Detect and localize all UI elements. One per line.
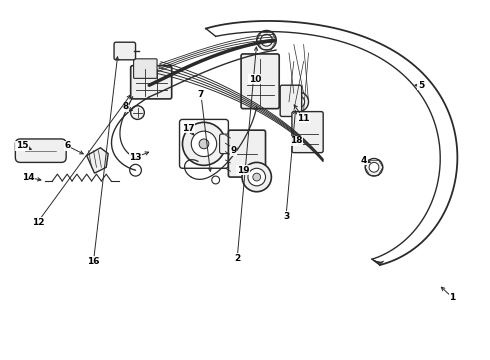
Text: 17: 17 — [182, 124, 195, 133]
Polygon shape — [87, 148, 108, 173]
Circle shape — [289, 92, 309, 112]
Circle shape — [130, 165, 142, 176]
Text: 7: 7 — [198, 90, 204, 99]
Text: 6: 6 — [64, 141, 70, 150]
Text: 3: 3 — [283, 212, 289, 221]
Text: 14: 14 — [22, 172, 34, 181]
Circle shape — [212, 176, 220, 184]
Circle shape — [191, 131, 217, 157]
FancyBboxPatch shape — [220, 134, 233, 154]
Circle shape — [182, 122, 225, 165]
FancyBboxPatch shape — [241, 54, 279, 109]
FancyBboxPatch shape — [15, 139, 66, 162]
Circle shape — [143, 84, 156, 98]
Circle shape — [369, 162, 379, 172]
Text: 4: 4 — [361, 156, 368, 165]
FancyBboxPatch shape — [131, 66, 172, 99]
Circle shape — [293, 96, 305, 108]
Text: 15: 15 — [16, 141, 28, 150]
Text: 5: 5 — [418, 81, 424, 90]
Circle shape — [365, 158, 383, 176]
Circle shape — [199, 139, 209, 149]
Text: 10: 10 — [248, 75, 261, 84]
FancyBboxPatch shape — [134, 59, 157, 78]
Text: 12: 12 — [31, 217, 44, 226]
Circle shape — [131, 106, 145, 120]
Text: 19: 19 — [237, 166, 249, 175]
Circle shape — [248, 168, 266, 186]
Text: 8: 8 — [122, 102, 129, 111]
FancyBboxPatch shape — [292, 112, 323, 153]
FancyBboxPatch shape — [280, 85, 302, 117]
Text: 13: 13 — [129, 153, 142, 162]
Text: 2: 2 — [234, 254, 240, 263]
Circle shape — [253, 173, 261, 181]
FancyBboxPatch shape — [114, 42, 136, 60]
Circle shape — [261, 35, 272, 46]
Circle shape — [242, 162, 271, 192]
Text: 16: 16 — [87, 257, 100, 266]
Text: 18: 18 — [290, 136, 302, 145]
Text: 9: 9 — [230, 146, 237, 155]
Text: 11: 11 — [297, 114, 310, 123]
Text: 1: 1 — [449, 293, 455, 302]
FancyBboxPatch shape — [228, 130, 266, 177]
Circle shape — [257, 31, 276, 50]
